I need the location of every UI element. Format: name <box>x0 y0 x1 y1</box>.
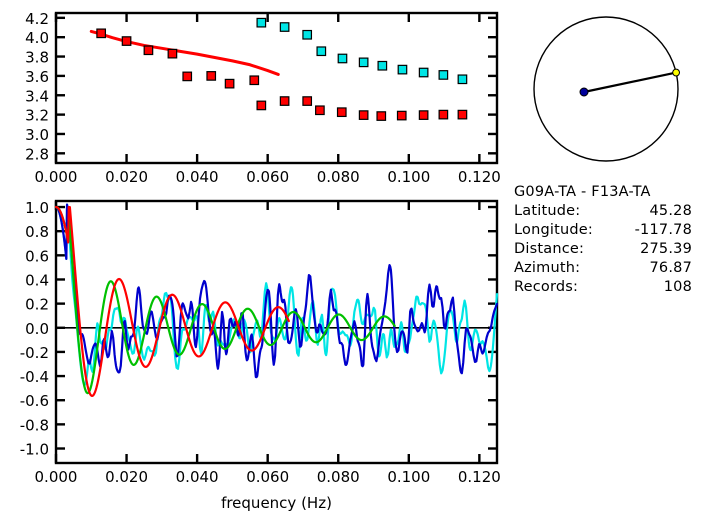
y-tick-label: 0.0 <box>25 320 49 338</box>
y-tick-label: 3.6 <box>25 68 49 86</box>
data-point-marker <box>438 109 449 120</box>
data-point-marker <box>418 110 429 120</box>
y-tick-label: 1.0 <box>25 199 49 217</box>
data-point-marker <box>224 78 235 89</box>
data-point-marker <box>302 96 313 106</box>
y-tick-label: 4.0 <box>25 29 49 47</box>
data-point-marker <box>418 67 429 78</box>
info-row-label: Latitude: <box>514 203 580 219</box>
station-marker-edge <box>672 68 680 77</box>
data-point-marker <box>377 60 388 71</box>
y-tick-label: 3.0 <box>25 126 49 144</box>
red-model-curve <box>89 29 280 76</box>
data-point-marker <box>143 45 154 56</box>
data-point-marker <box>206 71 217 81</box>
red-trace <box>54 205 290 398</box>
info-row-value: -117.78 <box>635 222 692 238</box>
data-point-marker <box>376 111 387 121</box>
info-row-value: 108 <box>664 279 692 295</box>
x-tick-label: 0.000 <box>35 468 78 486</box>
data-point-marker <box>438 70 449 80</box>
data-point-marker <box>256 17 267 28</box>
x-tick-label: 0.040 <box>176 468 219 486</box>
azimuth-circle <box>533 16 679 162</box>
info-row-label: Azimuth: <box>514 260 580 276</box>
y-tick-label: 3.2 <box>25 107 49 125</box>
y-tick-label: 3.4 <box>25 87 49 105</box>
x-tick-label: 0.060 <box>246 168 289 186</box>
y-tick-label: -1.0 <box>20 441 49 459</box>
info-row-label: Distance: <box>514 241 584 257</box>
data-point-marker <box>249 75 260 86</box>
station-pair-label: G09A-TA - F13A-TA <box>514 184 651 200</box>
x-tick-label: 0.040 <box>176 168 219 186</box>
y-tick-label: -0.4 <box>20 368 49 386</box>
x-tick-label: 0.060 <box>246 468 289 486</box>
data-point-marker <box>96 28 107 39</box>
y-tick-label: 2.8 <box>25 145 49 163</box>
data-point-marker <box>358 57 369 68</box>
data-point-marker <box>279 22 290 32</box>
info-row-value: 45.28 <box>649 203 692 219</box>
data-point-marker <box>396 110 407 121</box>
y-tick-label: 0.6 <box>25 247 49 265</box>
x-tick-label: 0.080 <box>317 168 360 186</box>
info-row-value: 275.39 <box>640 241 692 257</box>
cyan-squares <box>256 17 468 85</box>
y-tick-label: 0.8 <box>25 223 49 241</box>
data-point-marker <box>457 74 468 85</box>
data-point-marker <box>182 71 193 82</box>
data-point-marker <box>167 48 178 59</box>
data-point-marker <box>121 36 132 46</box>
y-tick-label: 0.4 <box>25 271 49 289</box>
y-tick-label: 4.2 <box>25 10 49 28</box>
data-point-marker <box>336 107 347 118</box>
x-tick-label: 0.000 <box>35 168 78 186</box>
info-row-value: 76.87 <box>649 260 692 276</box>
data-point-marker <box>256 100 267 111</box>
x-tick-label: 0.120 <box>458 468 501 486</box>
station-marker-center <box>579 87 589 97</box>
y-tick-label: 0.2 <box>25 296 49 314</box>
red-squares <box>96 28 468 121</box>
data-point-marker <box>316 46 327 57</box>
info-row-label: Records: <box>514 279 578 295</box>
x-tick-label: 0.080 <box>317 468 360 486</box>
data-point-marker <box>302 29 313 40</box>
y-tick-label: -0.2 <box>20 344 49 362</box>
x-axis-label: frequency (Hz) <box>221 494 332 512</box>
x-tick-label: 0.100 <box>387 168 430 186</box>
data-point-marker <box>457 109 468 120</box>
y-tick-label: -0.8 <box>20 416 49 434</box>
correlation-plot-frame <box>54 199 499 465</box>
station-path-line <box>583 71 677 94</box>
dispersion-plot-frame <box>54 11 499 165</box>
blue-trace <box>54 203 499 379</box>
data-point-marker <box>358 110 369 120</box>
y-tick-label: 3.8 <box>25 49 49 67</box>
green-trace <box>54 205 396 395</box>
data-point-marker <box>279 96 290 106</box>
data-point-marker <box>315 105 325 116</box>
data-point-marker <box>397 64 408 75</box>
x-tick-label: 0.120 <box>458 168 501 186</box>
y-tick-label: -0.6 <box>20 392 49 410</box>
x-tick-label: 0.100 <box>387 468 430 486</box>
info-row-label: Longitude: <box>514 222 593 238</box>
x-tick-label: 0.020 <box>105 168 148 186</box>
x-tick-label: 0.020 <box>105 468 148 486</box>
data-point-marker <box>337 53 348 64</box>
